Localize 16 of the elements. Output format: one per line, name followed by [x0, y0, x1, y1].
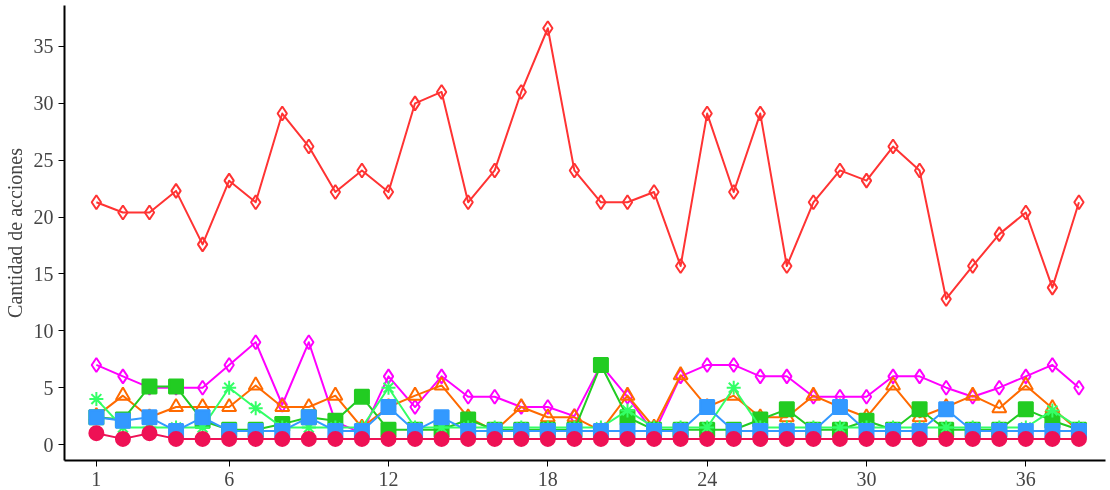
x-tick-label: 18	[537, 467, 558, 490]
x-tick-label: 12	[378, 467, 399, 490]
y-tick-label: 10	[33, 319, 54, 342]
y-tick-label: 35	[33, 35, 54, 58]
y-tick-label: 30	[33, 92, 54, 115]
y-tick-label: 25	[33, 149, 54, 172]
x-tick-label: 24	[697, 467, 718, 490]
y-tick-label: 0	[43, 433, 54, 456]
x-tick-label: 1	[91, 467, 102, 490]
x-tick-label: 30	[856, 467, 877, 490]
y-tick-label: 5	[43, 376, 54, 399]
x-tick-label: 36	[1015, 467, 1036, 490]
y-tick-label: 20	[33, 206, 54, 229]
y-tick-label: 15	[33, 262, 54, 285]
y-axis-title: Cantidad de acciones	[3, 147, 26, 318]
x-tick-label: 6	[224, 467, 235, 490]
